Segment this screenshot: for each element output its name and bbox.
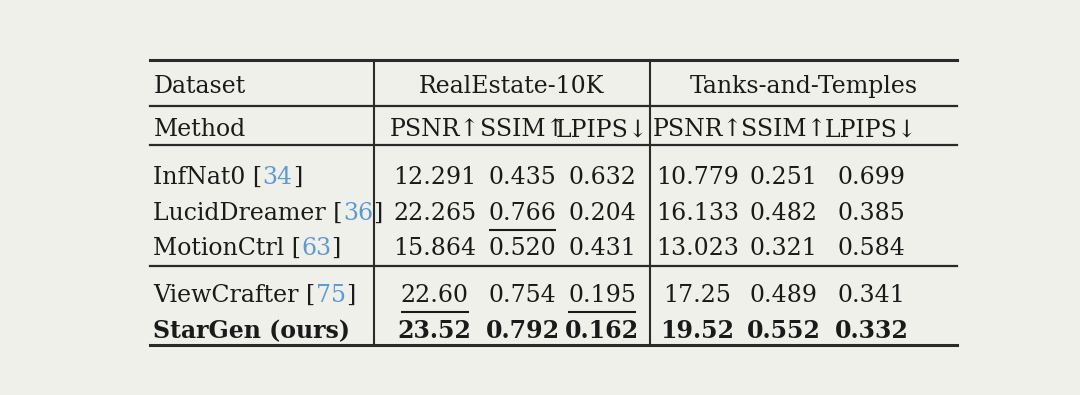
Text: 12.291: 12.291 (393, 166, 476, 189)
Text: ]: ] (373, 202, 382, 225)
Text: 0.435: 0.435 (488, 166, 556, 189)
Text: 0.792: 0.792 (486, 319, 559, 343)
Text: Method: Method (153, 118, 245, 141)
Text: SSIM↑: SSIM↑ (480, 118, 565, 141)
Text: 36: 36 (343, 202, 373, 225)
Text: 0.385: 0.385 (838, 202, 905, 225)
Text: 0.766: 0.766 (488, 202, 556, 225)
Text: 0.584: 0.584 (838, 237, 905, 260)
Text: PSNR↑: PSNR↑ (652, 118, 743, 141)
Text: 15.864: 15.864 (393, 237, 476, 260)
Text: 0.332: 0.332 (835, 319, 908, 343)
Text: PSNR↑: PSNR↑ (390, 118, 480, 141)
Text: Dataset: Dataset (153, 75, 245, 98)
Text: RealEstate-10K: RealEstate-10K (419, 75, 605, 98)
Text: 10.779: 10.779 (656, 166, 739, 189)
Text: 0.321: 0.321 (750, 237, 818, 260)
Text: 17.25: 17.25 (663, 284, 731, 307)
Text: Tanks-and-Temples: Tanks-and-Temples (689, 75, 917, 98)
Text: 0.162: 0.162 (565, 319, 639, 343)
Text: 0.251: 0.251 (750, 166, 818, 189)
Text: ]: ] (293, 166, 302, 189)
Text: 0.520: 0.520 (488, 237, 556, 260)
Text: 0.204: 0.204 (568, 202, 636, 225)
Text: 0.754: 0.754 (488, 284, 556, 307)
Text: LucidDreamer [: LucidDreamer [ (153, 202, 343, 225)
Text: 23.52: 23.52 (397, 319, 472, 343)
Text: SSIM↑: SSIM↑ (741, 118, 826, 141)
Text: InfNat0 [: InfNat0 [ (153, 166, 262, 189)
Text: 16.133: 16.133 (656, 202, 739, 225)
Text: MotionCtrl [: MotionCtrl [ (153, 237, 301, 260)
Text: 63: 63 (301, 237, 332, 260)
Text: 75: 75 (315, 284, 346, 307)
Text: 0.195: 0.195 (568, 284, 636, 307)
Text: 19.52: 19.52 (661, 319, 734, 343)
Text: 22.60: 22.60 (401, 284, 469, 307)
Text: StarGen (ours): StarGen (ours) (153, 319, 350, 343)
Text: 0.632: 0.632 (568, 166, 636, 189)
Text: 0.552: 0.552 (746, 319, 821, 343)
Text: 0.489: 0.489 (750, 284, 818, 307)
Text: LPIPS↓: LPIPS↓ (556, 118, 648, 141)
Text: LPIPS↓: LPIPS↓ (825, 118, 918, 141)
Text: ]: ] (346, 284, 355, 307)
Text: 34: 34 (262, 166, 293, 189)
Text: ]: ] (332, 237, 341, 260)
Text: 0.699: 0.699 (838, 166, 905, 189)
Text: 0.341: 0.341 (838, 284, 905, 307)
Text: 13.023: 13.023 (656, 237, 739, 260)
Text: 22.265: 22.265 (393, 202, 476, 225)
Text: 0.482: 0.482 (750, 202, 818, 225)
Text: ViewCrafter [: ViewCrafter [ (153, 284, 315, 307)
Text: 0.431: 0.431 (568, 237, 636, 260)
